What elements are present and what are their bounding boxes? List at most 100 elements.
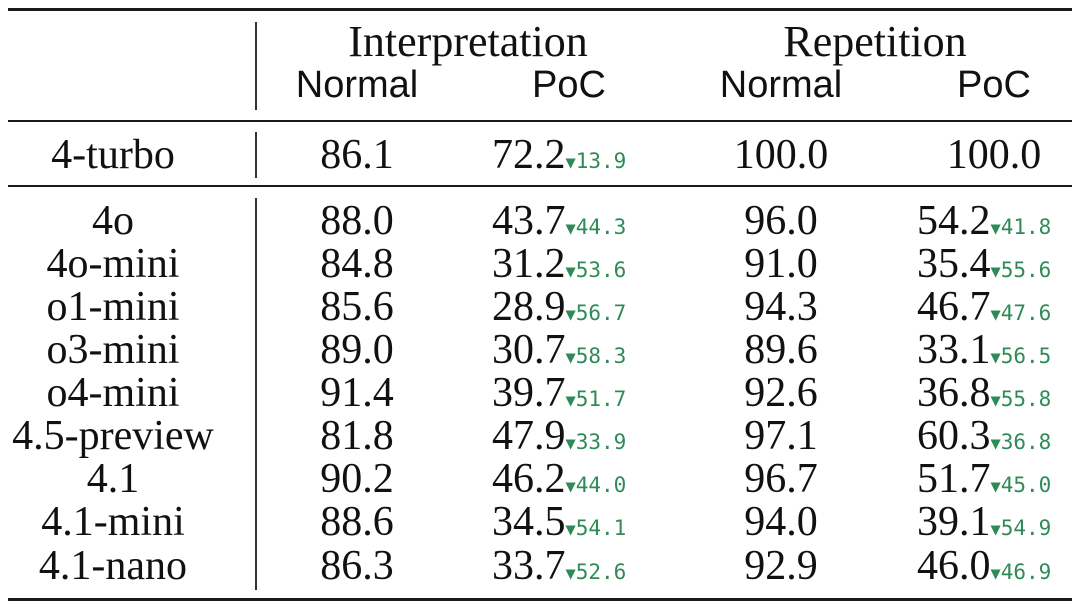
interpretation-poc-delta-value: 44.0 [575, 473, 627, 497]
down-triangle-icon: ▼ [565, 520, 576, 540]
interpretation-poc-cell: 47.9▼33.9 [492, 415, 626, 457]
repetition-poc-delta: ▼56.5 [991, 344, 1052, 368]
interpretation-normal-value: 88.0 [320, 198, 394, 244]
model-name: 4o-mini [46, 241, 180, 287]
baseline-vertical-rule [255, 132, 257, 178]
repetition-poc-value: 54.2 [917, 198, 991, 244]
repetition-poc-delta: ▼55.8 [991, 387, 1052, 411]
down-triangle-icon: ▼ [565, 153, 576, 173]
down-triangle-icon: ▼ [990, 434, 1001, 454]
down-triangle-icon: ▼ [565, 305, 576, 325]
interpretation-poc-delta: ▼13.9 [566, 149, 627, 173]
interpretation-poc-delta: ▼58.3 [566, 344, 627, 368]
repetition-poc-value: 100.0 [946, 132, 1042, 178]
repetition-normal-value: 96.0 [744, 198, 818, 244]
interpretation-poc-delta-value: 52.6 [575, 560, 627, 584]
down-triangle-icon: ▼ [565, 219, 576, 239]
repetition-poc-delta-value: 55.6 [1000, 258, 1052, 282]
interpretation-poc-value: 31.2 [492, 241, 566, 287]
repetition-poc-value: 35.4 [917, 241, 991, 287]
interpretation-normal-value: 90.2 [320, 456, 394, 502]
down-triangle-icon: ▼ [990, 564, 1001, 584]
interpretation-poc-delta: ▼56.7 [566, 301, 627, 325]
header-rule [8, 120, 1072, 122]
down-triangle-icon: ▼ [990, 219, 1001, 239]
repetition-poc-cell: 33.1▼56.5 [917, 329, 1051, 371]
interpretation-poc-delta-value: 56.7 [575, 301, 627, 325]
interpretation-normal-value: 86.1 [320, 132, 394, 178]
interpretation-poc-delta-value: 44.3 [575, 215, 627, 239]
interpretation-poc-cell: 30.7▼58.3 [492, 329, 626, 371]
interpretation-poc-value: 39.7 [492, 370, 566, 416]
interpretation-normal-value: 84.8 [320, 241, 394, 287]
interpretation-poc-value: 28.9 [492, 284, 566, 330]
repetition-poc-delta-value: 55.8 [1000, 387, 1052, 411]
interpretation-poc-value: 34.5 [492, 499, 566, 545]
body-vertical-rule [255, 198, 257, 590]
down-triangle-icon: ▼ [565, 434, 576, 454]
repetition-normal-value: 96.7 [744, 456, 818, 502]
interpretation-poc-cell: 39.7▼51.7 [492, 372, 626, 414]
repetition-normal-value: 97.1 [744, 413, 818, 459]
model-name: 4o [92, 198, 134, 244]
interpretation-poc-cell: 34.5▼54.1 [492, 501, 626, 543]
interpretation-poc-value: 43.7 [492, 198, 566, 244]
interpretation-poc-cell: 31.2▼53.6 [492, 243, 626, 285]
interpretation-normal-value: 81.8 [320, 413, 394, 459]
repetition-poc-delta-value: 46.9 [1000, 560, 1052, 584]
repetition-poc-value: 33.1 [917, 327, 991, 373]
repetition-poc-value: 46.0 [917, 543, 991, 589]
down-triangle-icon: ▼ [990, 477, 1001, 497]
model-name: o4-mini [46, 370, 180, 416]
repetition-poc-cell: 100.0 [947, 134, 1042, 176]
repetition-poc-cell: 60.3▼36.8 [917, 415, 1051, 457]
col-header-repetition-poc: PoC [957, 64, 1031, 106]
model-name: o3-mini [46, 327, 180, 373]
repetition-poc-cell: 46.7▼47.6 [917, 286, 1051, 328]
repetition-poc-delta-value: 36.8 [1000, 430, 1052, 454]
down-triangle-icon: ▼ [990, 391, 1001, 411]
interpretation-poc-delta-value: 58.3 [575, 344, 627, 368]
repetition-poc-delta: ▼46.9 [991, 560, 1052, 584]
interpretation-poc-delta: ▼33.9 [566, 430, 627, 454]
interpretation-poc-delta-value: 53.6 [575, 258, 627, 282]
repetition-poc-cell: 39.1▼54.9 [917, 501, 1051, 543]
repetition-poc-delta: ▼41.8 [991, 215, 1052, 239]
interpretation-poc-cell: 46.2▼44.0 [492, 458, 626, 500]
repetition-poc-cell: 54.2▼41.8 [917, 200, 1051, 242]
repetition-poc-value: 46.7 [917, 284, 991, 330]
interpretation-poc-delta: ▼52.6 [566, 560, 627, 584]
repetition-poc-delta: ▼54.9 [991, 516, 1052, 540]
repetition-poc-value: 51.7 [917, 456, 991, 502]
interpretation-poc-value: 46.2 [492, 456, 566, 502]
down-triangle-icon: ▼ [565, 391, 576, 411]
down-triangle-icon: ▼ [565, 262, 576, 282]
repetition-poc-value: 60.3 [917, 413, 991, 459]
model-name: 4-turbo [51, 132, 175, 178]
interpretation-poc-delta: ▼54.1 [566, 516, 627, 540]
model-name: 4.1 [86, 456, 140, 502]
repetition-poc-value: 36.8 [917, 370, 991, 416]
repetition-normal-value: 92.9 [744, 543, 818, 589]
repetition-poc-delta-value: 56.5 [1000, 344, 1052, 368]
interpretation-poc-cell: 72.2▼13.9 [492, 134, 626, 176]
baseline-rule [8, 185, 1072, 187]
interpretation-poc-value: 33.7 [492, 543, 566, 589]
interpretation-poc-delta: ▼51.7 [566, 387, 627, 411]
interpretation-poc-value: 72.2 [492, 132, 566, 178]
down-triangle-icon: ▼ [990, 520, 1001, 540]
interpretation-poc-value: 30.7 [492, 327, 566, 373]
group-header-interpretation: Interpretation [348, 17, 588, 66]
interpretation-poc-delta: ▼44.0 [566, 473, 627, 497]
down-triangle-icon: ▼ [990, 348, 1001, 368]
interpretation-normal-value: 89.0 [320, 327, 394, 373]
repetition-poc-delta-value: 47.6 [1000, 301, 1052, 325]
repetition-poc-delta-value: 41.8 [1000, 215, 1052, 239]
interpretation-poc-delta-value: 13.9 [575, 149, 627, 173]
down-triangle-icon: ▼ [565, 348, 576, 368]
interpretation-poc-cell: 43.7▼44.3 [492, 200, 626, 242]
top-rule [8, 8, 1072, 11]
down-triangle-icon: ▼ [565, 477, 576, 497]
repetition-normal-value: 94.0 [744, 499, 818, 545]
